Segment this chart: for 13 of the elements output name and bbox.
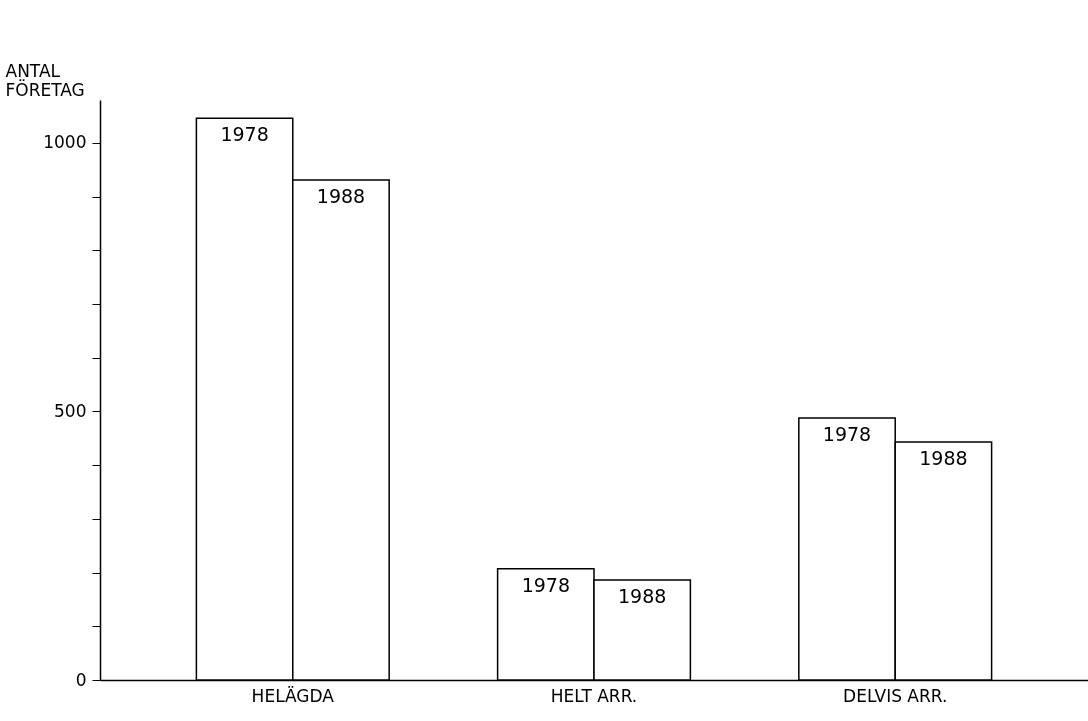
y-tick-label: 500 xyxy=(54,400,87,421)
y-tick-label: 1000 xyxy=(43,132,87,153)
x-tick-label: DELVIS ARR. xyxy=(843,685,948,706)
x-tick-label: HELT ARR. xyxy=(550,685,638,706)
text: 1988 xyxy=(919,447,968,470)
x-tick-label: HELÄGDA xyxy=(251,685,335,706)
text: 1988 xyxy=(618,585,667,608)
series-label: 1988 xyxy=(316,185,366,208)
text: 1978 xyxy=(822,422,872,445)
y-axis-title: ANTAL FÖRETAG xyxy=(5,60,85,100)
y-tick-label: 0 xyxy=(75,669,87,690)
text: 1978 xyxy=(521,573,570,596)
series-label: 1978 xyxy=(220,123,269,146)
